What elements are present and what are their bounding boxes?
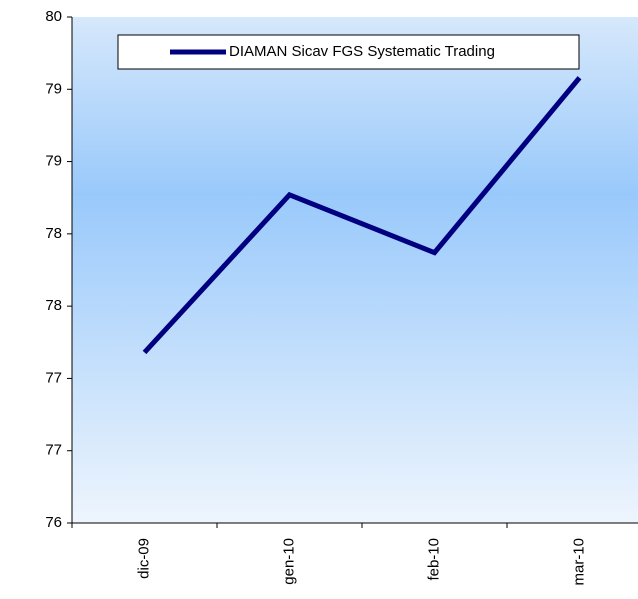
- legend-label: DIAMAN Sicav FGS Systematic Trading: [229, 43, 495, 60]
- x-tick-label: dic-09: [135, 538, 152, 579]
- line-series: [142, 76, 582, 355]
- y-tick-label: 77: [45, 442, 62, 459]
- y-tick-label: 78: [45, 297, 62, 314]
- x-tick-label: mar-10: [570, 538, 587, 586]
- y-tick-label: 79: [45, 153, 62, 170]
- y-tick-label: 78: [45, 225, 62, 242]
- x-tick-label: gen-10: [280, 538, 297, 585]
- y-tick-label: 79: [45, 80, 62, 97]
- x-tick-label: feb-10: [425, 538, 442, 581]
- legend: DIAMAN Sicav FGS Systematic Trading: [117, 34, 580, 70]
- y-tick-label: 76: [45, 514, 62, 531]
- y-tick-label: 77: [45, 369, 62, 386]
- y-tick-label: 80: [45, 8, 62, 25]
- plot-area: [72, 17, 638, 523]
